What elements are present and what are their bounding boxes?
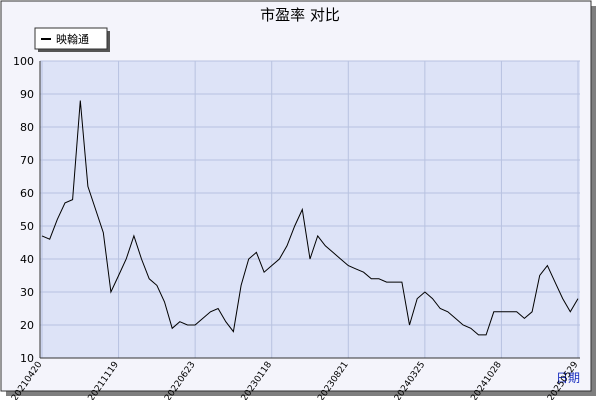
y-tick-label: 100	[13, 55, 34, 68]
y-tick-label: 20	[20, 319, 34, 332]
plot-area	[40, 61, 580, 358]
y-tick-label: 50	[20, 220, 34, 233]
line	[41, 100, 579, 336]
y-tick-label: 80	[20, 121, 34, 134]
legend	[34, 27, 108, 50]
x-axis-label: 日期	[556, 371, 580, 385]
y-tick-label: 10	[20, 352, 34, 365]
legend-label: 映翰通	[56, 32, 89, 46]
y-tick-label: 90	[20, 88, 34, 101]
y-tick-label: 40	[20, 253, 34, 266]
y-tick-label: 70	[20, 154, 34, 167]
chart-title: 市盈率 对比	[260, 6, 340, 24]
y-tick-label: 60	[20, 187, 34, 200]
y-tick-label: 30	[20, 286, 34, 299]
